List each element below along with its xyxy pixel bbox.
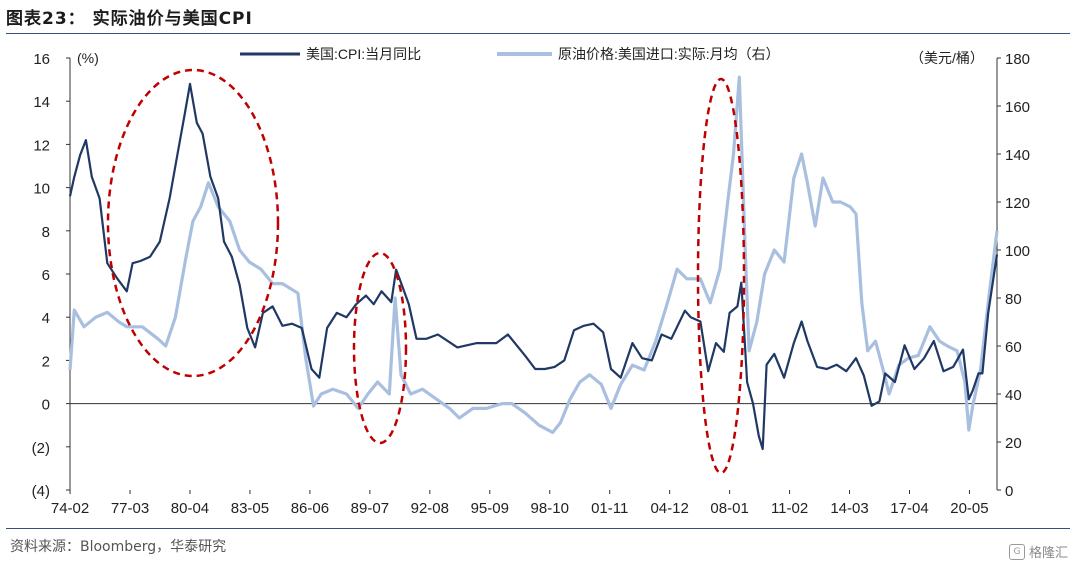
right-tick-label: 140 bbox=[1005, 147, 1030, 164]
chart: 1614121086420(2)(4)180160140120100806040… bbox=[32, 46, 1030, 517]
axes: 1614121086420(2)(4)180160140120100806040… bbox=[32, 51, 1030, 517]
legend-label-oil: 原油价格:美国进口:实际:月均（右） bbox=[558, 46, 780, 62]
right-tick-label: 20 bbox=[1005, 435, 1022, 452]
x-tick-label: 92-08 bbox=[411, 500, 449, 517]
left-tick-label: 6 bbox=[42, 267, 50, 284]
left-tick-label: 12 bbox=[33, 137, 50, 154]
source-note: 资料来源：Bloomberg，华泰研究 bbox=[10, 539, 227, 555]
footer-divider bbox=[6, 528, 1070, 529]
cpi-series-line bbox=[68, 82, 999, 451]
right-tick-label: 160 bbox=[1005, 99, 1030, 116]
highlight-ellipse-1 bbox=[106, 68, 280, 378]
annotation-ellipses bbox=[106, 68, 746, 475]
watermark: G 格隆汇 bbox=[1008, 542, 1068, 561]
right-tick-label: 180 bbox=[1005, 51, 1030, 68]
x-tick-label: 11-02 bbox=[771, 500, 808, 517]
x-tick-label: 20-05 bbox=[950, 500, 988, 517]
left-tick-label: 16 bbox=[33, 51, 50, 68]
left-tick-label: 4 bbox=[42, 310, 50, 327]
oil-price-series-line bbox=[68, 75, 999, 434]
x-tick-label: 01-11 bbox=[591, 500, 628, 517]
x-tick-label: 77-03 bbox=[111, 500, 149, 517]
left-tick-label: 14 bbox=[33, 94, 50, 111]
right-tick-label: 80 bbox=[1005, 291, 1022, 308]
highlight-ellipse-2 bbox=[352, 251, 408, 445]
legend: 美国:CPI:当月同比 原油价格:美国进口:实际:月均（右） bbox=[240, 46, 780, 62]
right-tick-label: 60 bbox=[1005, 339, 1022, 356]
x-tick-label: 95-09 bbox=[471, 500, 509, 517]
watermark-logo-icon: G bbox=[1008, 543, 1025, 560]
x-tick-label: 89-07 bbox=[351, 500, 389, 517]
right-tick-label: 120 bbox=[1005, 195, 1030, 212]
left-tick-label: 0 bbox=[42, 397, 50, 414]
left-tick-label: 2 bbox=[42, 353, 50, 370]
left-tick-label: (4) bbox=[32, 483, 50, 500]
series-marks bbox=[68, 75, 999, 451]
right-unit-label: （美元/桶） bbox=[910, 50, 984, 66]
right-tick-label: 0 bbox=[1005, 483, 1013, 500]
right-tick-label: 100 bbox=[1005, 243, 1030, 260]
left-tick-label: 8 bbox=[42, 224, 50, 241]
x-tick-label: 08-01 bbox=[710, 500, 748, 517]
legend-label-cpi: 美国:CPI:当月同比 bbox=[306, 46, 421, 62]
title-divider bbox=[6, 33, 1070, 34]
left-tick-label: (2) bbox=[32, 440, 50, 457]
chart-title: 图表23： 实际油价与美国CPI bbox=[6, 9, 253, 29]
x-tick-label: 83-05 bbox=[231, 500, 269, 517]
left-unit-label: (%) bbox=[77, 50, 99, 66]
x-tick-label: 17-04 bbox=[890, 500, 928, 517]
x-tick-label: 74-02 bbox=[51, 500, 89, 517]
x-tick-label: 98-10 bbox=[531, 500, 569, 517]
x-tick-label: 80-04 bbox=[171, 500, 209, 517]
x-tick-label: 14-03 bbox=[830, 500, 868, 517]
highlight-ellipse-3 bbox=[696, 77, 746, 475]
x-tick-label: 86-06 bbox=[291, 500, 329, 517]
x-tick-label: 04-12 bbox=[650, 500, 688, 517]
left-tick-label: 10 bbox=[33, 181, 50, 198]
right-tick-label: 40 bbox=[1005, 387, 1022, 404]
watermark-text: 格隆汇 bbox=[1028, 546, 1068, 561]
